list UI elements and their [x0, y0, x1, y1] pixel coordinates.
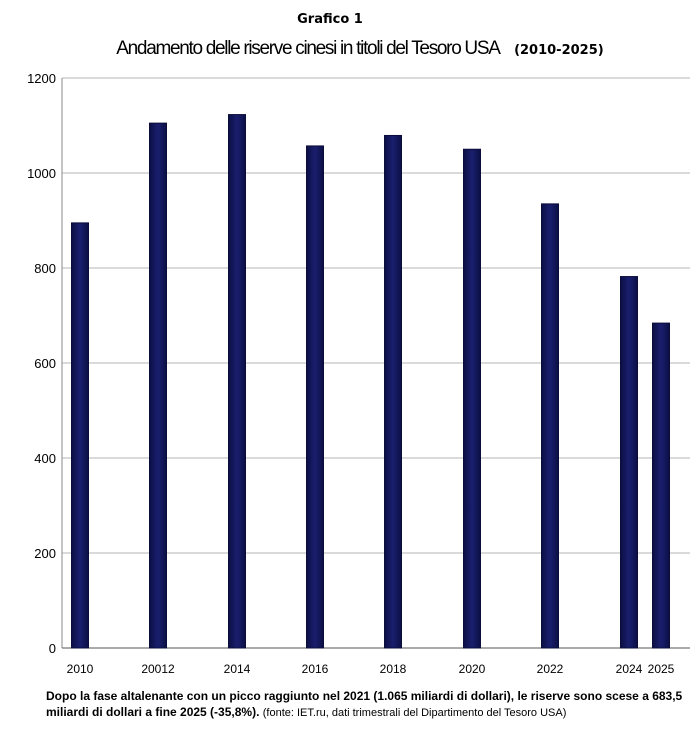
y-tick-label: 800 — [34, 261, 56, 276]
x-tick-label: 2024 — [616, 662, 643, 676]
bar — [228, 114, 246, 649]
y-tick-label: 200 — [34, 546, 56, 561]
x-tick-label: 2018 — [380, 662, 407, 676]
chart-year-range: (2010-2025) — [514, 43, 604, 58]
x-tick-label: 20012 — [141, 662, 175, 676]
bar — [620, 276, 638, 649]
bar — [541, 203, 559, 649]
chart-kicker: Grafico 1 — [297, 12, 363, 27]
x-tick-label: 2010 — [67, 662, 94, 676]
x-tick-label: 2020 — [459, 662, 486, 676]
bar — [306, 145, 324, 649]
chart-title-row: Andamento delle riserve cinesi in titoli… — [0, 38, 700, 60]
y-tick-label: 1200 — [27, 71, 56, 86]
x-tick-label: 2014 — [224, 662, 251, 676]
bar — [463, 148, 481, 649]
x-tick-label: 2016 — [302, 662, 329, 676]
chart-caption: Dopo la fase altalenante con un picco ra… — [46, 688, 696, 721]
x-tick-label: 2022 — [537, 662, 564, 676]
y-tick-label: 600 — [34, 356, 56, 371]
chart-title: Andamento delle riserve cinesi in titoli… — [116, 38, 501, 59]
bar-chart: 0 200 400 600 800 1000 1200 2010 20012 2014 2016 20… — [27, 71, 690, 676]
y-tick-label: 0 — [49, 641, 56, 656]
caption-text: Dopo la fase altalenante con un picco ra… — [46, 689, 683, 719]
bar — [71, 222, 89, 649]
x-tick-label: 2025 — [648, 662, 675, 676]
bar — [652, 322, 670, 649]
bar — [149, 122, 167, 649]
bar — [384, 134, 402, 649]
caption-source: (fonte: IET.ru, dati trimestrali del Dip… — [262, 707, 567, 719]
y-tick-label: 400 — [34, 451, 56, 466]
y-tick-label: 1000 — [27, 166, 56, 181]
